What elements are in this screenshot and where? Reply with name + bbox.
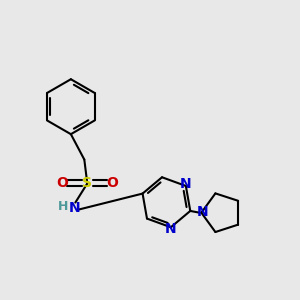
Text: H: H: [58, 200, 68, 213]
Text: N: N: [69, 201, 80, 215]
Text: O: O: [107, 176, 118, 190]
Text: S: S: [82, 176, 92, 190]
Text: O: O: [56, 176, 68, 190]
Text: N: N: [165, 222, 177, 236]
Text: N: N: [180, 177, 192, 191]
Text: N: N: [196, 205, 208, 219]
